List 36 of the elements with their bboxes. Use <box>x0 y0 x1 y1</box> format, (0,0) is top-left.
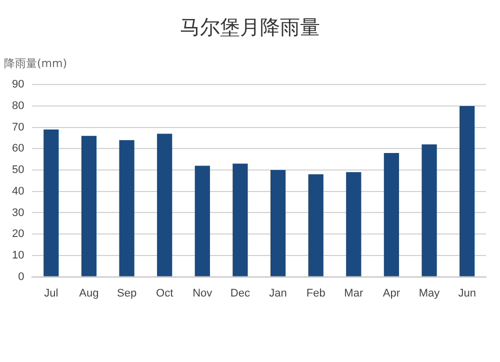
bar <box>270 170 286 276</box>
y-tick-label: 40 <box>12 185 24 198</box>
bar <box>308 174 324 276</box>
y-tick-label: 90 <box>12 78 24 91</box>
x-tick-label: Jan <box>269 287 287 300</box>
bar <box>384 152 400 276</box>
y-axis-title: 降雨量(mm) <box>4 56 68 71</box>
y-tick-label: 50 <box>12 164 24 176</box>
y-tick-label: 60 <box>12 142 24 155</box>
bar <box>44 129 59 276</box>
x-tick-label: Dec <box>230 287 250 300</box>
x-tick-label: May <box>418 287 440 300</box>
y-tick-label: 80 <box>12 100 24 112</box>
y-tick-label: 30 <box>12 206 24 219</box>
bar <box>157 134 172 276</box>
bar <box>346 172 362 276</box>
bar <box>422 144 437 276</box>
y-tick-label: 70 <box>12 121 24 134</box>
bar <box>194 166 210 276</box>
x-tick-label: Apr <box>382 287 400 300</box>
x-tick-label: Mar <box>344 287 364 300</box>
x-tick-label: Aug <box>79 287 99 300</box>
x-tick-label: Sep <box>116 287 137 300</box>
x-tick-label: Feb <box>306 287 326 300</box>
y-tick-label: 20 <box>12 228 24 240</box>
bar <box>81 136 97 276</box>
x-tick-label: Oct <box>156 287 174 300</box>
x-tick-label: Jun <box>458 287 476 300</box>
y-tick-label: 10 <box>12 249 24 262</box>
bar <box>460 106 475 276</box>
x-tick-label: Nov <box>192 287 213 300</box>
y-tick-label: 0 <box>18 270 24 283</box>
bar <box>119 140 134 276</box>
bar <box>232 164 248 276</box>
x-tick-label: Jul <box>44 287 58 300</box>
chart-title: 马尔堡月降雨量 <box>179 14 321 41</box>
